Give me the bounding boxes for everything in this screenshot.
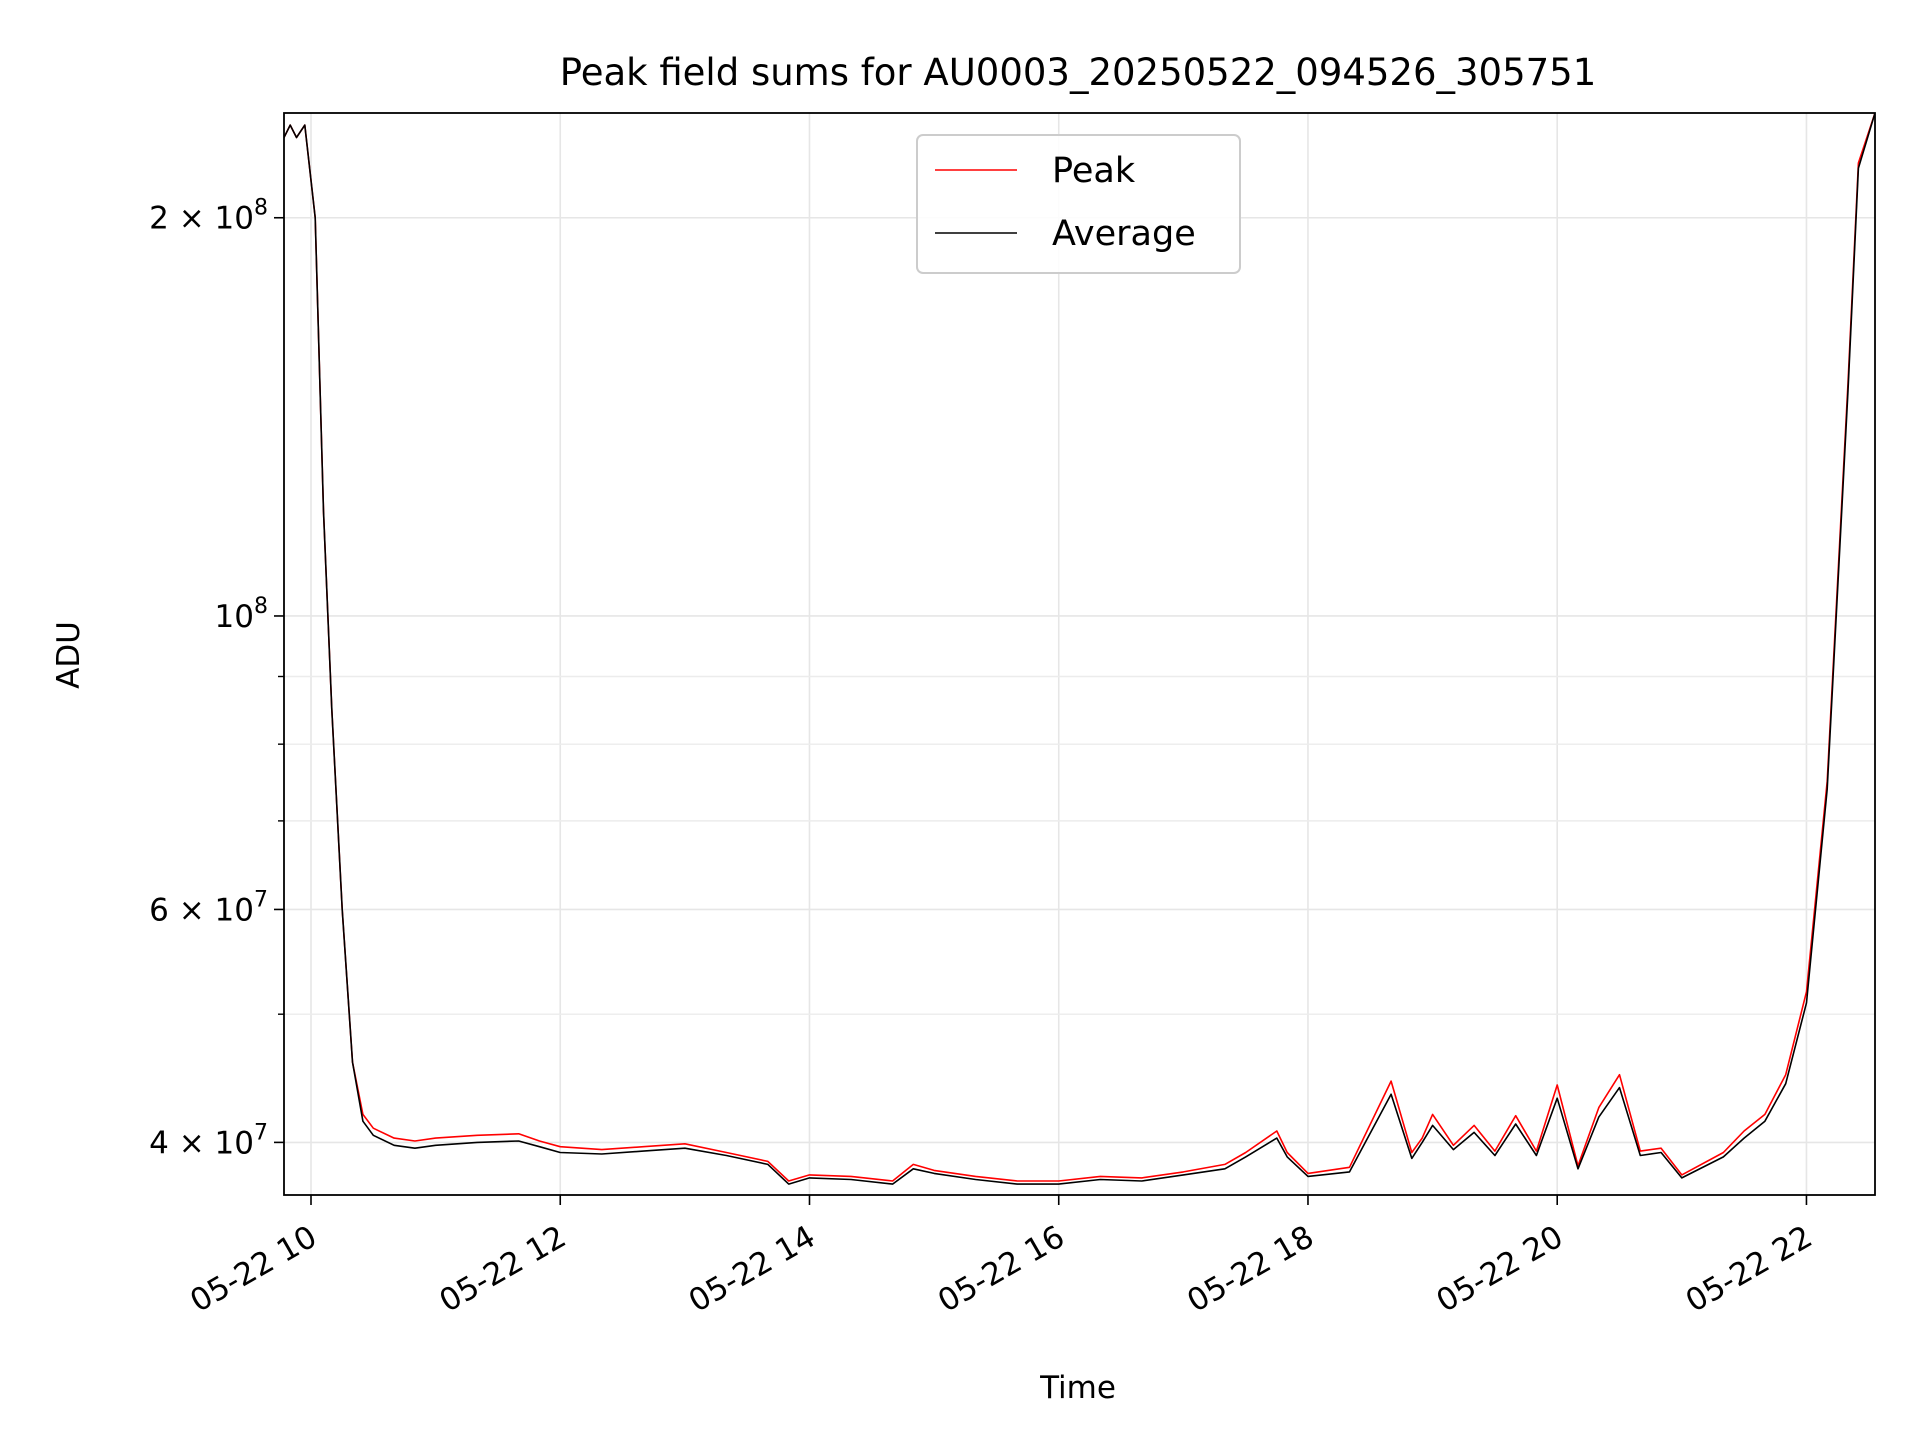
legend: Peak Average [916,134,1241,274]
y-tick-label: 6 × 107 [149,887,268,928]
y-tick-mantissa: 10 [215,599,254,635]
y-tick-mantissa: 6 × 10 [149,892,254,928]
series-line-average [284,113,1875,1185]
x-tick-label: 05-22 12 [434,1219,573,1320]
y-tick-exponent: 7 [254,887,268,912]
y-tick-mantissa: 4 × 10 [149,1125,254,1161]
x-axis-label: Time [1039,1370,1116,1406]
tick-labels: 05-22 10 05-22 12 05-22 14 05-22 16 05-22 18… [149,196,1818,1320]
y-tick-label: 4 × 107 [149,1120,268,1161]
y-tick-label: 2 × 108 [149,196,268,237]
y-tick-exponent: 8 [254,594,268,619]
y-tick-exponent: 7 [254,1120,268,1145]
x-tick-label: 05-22 20 [1430,1219,1569,1320]
chart-title: Peak field sums for AU0003_20250522_0945… [560,51,1597,94]
x-tick-label: 05-22 10 [184,1219,323,1320]
x-tick-label: 05-22 18 [1181,1219,1320,1320]
x-tick-label: 05-22 16 [932,1219,1071,1320]
series-line-peak [284,113,1875,1182]
plot-frame [283,112,1876,1196]
y-tick-exponent: 8 [254,196,268,221]
y-tick-mantissa: 2 × 10 [149,201,254,237]
y-tick-label: 108 [215,594,268,635]
series-lines [284,113,1875,1185]
y-axis-label: ADU [51,621,87,689]
axes [274,112,1876,1205]
grid [284,113,1875,1195]
legend-label-average: Average [1052,214,1196,254]
x-tick-label: 05-22 14 [683,1219,822,1320]
legend-label-peak: Peak [1052,151,1136,191]
x-tick-label: 05-22 22 [1680,1219,1819,1320]
